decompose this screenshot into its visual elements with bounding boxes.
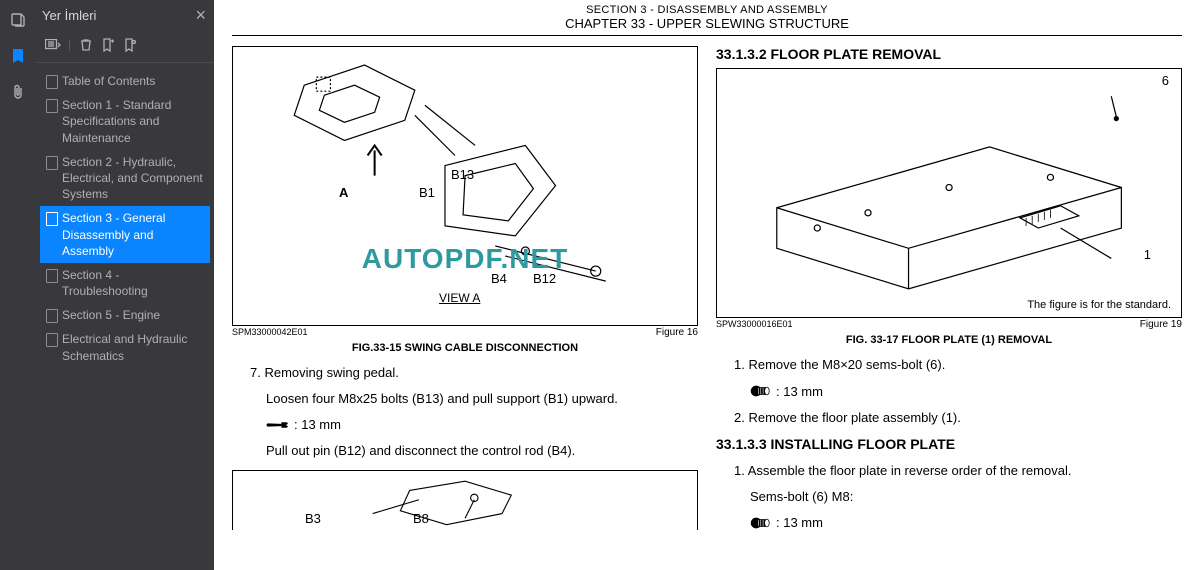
toc-item[interactable]: Table of Contents — [40, 69, 210, 93]
section-line: SECTION 3 - DISASSEMBLY AND ASSEMBLY — [214, 4, 1200, 16]
attachments-icon[interactable] — [8, 82, 28, 102]
close-icon[interactable]: × — [195, 6, 206, 24]
bookmarks-sidebar: Yer İmleri × | Table of Contents Section… — [36, 0, 214, 570]
heading-floor-removal: 33.1.3.2 FLOOR PLATE REMOVAL — [716, 46, 1182, 62]
toc-label: Section 3 - General Disassembly and Asse… — [62, 210, 204, 259]
right-column: 33.1.3.2 FLOOR PLATE REMOVAL — [716, 46, 1182, 566]
toc-label: Section 4 - Troubleshooting — [62, 267, 204, 299]
fig19-note: The figure is for the standard. — [1027, 299, 1171, 311]
figure-19-drawing — [731, 76, 1167, 309]
bookmarks-icon[interactable] — [8, 46, 28, 66]
step-7b: Pull out pin (B12) and disconnect the co… — [266, 442, 698, 460]
toc-item-selected[interactable]: Section 3 - General Disassembly and Asse… — [40, 206, 210, 263]
callout-6: 6 — [1162, 73, 1169, 88]
trash-icon[interactable] — [77, 36, 95, 54]
toc-item[interactable]: Electrical and Hydraulic Schematics — [40, 327, 210, 367]
find-bookmark-icon[interactable] — [121, 36, 139, 54]
toc-label: Table of Contents — [62, 73, 155, 89]
label-B13: B13 — [451, 167, 474, 182]
label-A: A — [339, 185, 348, 200]
fig19-num: Figure 19 — [1140, 319, 1182, 330]
figure-partial: B3 B8 — [232, 470, 698, 530]
figure-16-drawing — [247, 55, 683, 316]
tool-socket-13b: : 13 mm — [750, 515, 1182, 530]
sidebar-toolbar: | — [36, 32, 214, 63]
tool-size: : 13 mm — [776, 384, 823, 399]
r2-step1: 1. Assemble the floor plate in reverse o… — [734, 462, 1182, 480]
r2-step1a: Sems-bolt (6) M8: — [750, 488, 1182, 506]
toc-label: Section 5 - Engine — [62, 307, 160, 323]
label-B3: B3 — [305, 511, 321, 526]
watermark: AUTOPDF.NET — [362, 243, 569, 275]
toc-label: Electrical and Hydraulic Schematics — [62, 331, 204, 363]
toc-item[interactable]: Section 4 - Troubleshooting — [40, 263, 210, 303]
toc-label: Section 2 - Hydraulic, Electrical, and C… — [62, 154, 204, 203]
label-viewA: VIEW A — [439, 291, 480, 305]
toc-list: Table of Contents Section 1 - Standard S… — [36, 63, 214, 570]
callout-1: 1 — [1144, 247, 1151, 262]
label-B8: B8 — [413, 511, 429, 526]
fig16-title: FIG.33-15 SWING CABLE DISCONNECTION — [232, 342, 698, 354]
thumbnails-icon[interactable] — [8, 10, 28, 30]
chapter-line: CHAPTER 33 - UPPER SLEWING STRUCTURE — [214, 16, 1200, 31]
r-step1: 1. Remove the M8×20 sems-bolt (6). — [734, 356, 1182, 374]
header-rule — [232, 35, 1182, 36]
left-rail — [0, 0, 36, 570]
toc-item[interactable]: Section 1 - Standard Specifications and … — [40, 93, 210, 150]
outline-icon[interactable] — [44, 36, 62, 54]
tool-size: : 13 mm — [294, 417, 341, 432]
tool-size: : 13 mm — [776, 515, 823, 530]
wrench-icon — [266, 420, 288, 430]
sidebar-title: Yer İmleri — [42, 8, 96, 23]
toc-item[interactable]: Section 5 - Engine — [40, 303, 210, 327]
toc-item[interactable]: Section 2 - Hydraulic, Electrical, and C… — [40, 150, 210, 207]
fig19-title: FIG. 33-17 FLOOR PLATE (1) REMOVAL — [716, 334, 1182, 346]
document-view: SECTION 3 - DISASSEMBLY AND ASSEMBLY CHA… — [214, 0, 1200, 570]
label-B1: B1 — [419, 185, 435, 200]
tool-socket-13a: : 13 mm — [750, 384, 1182, 399]
add-bookmark-icon[interactable] — [99, 36, 117, 54]
step-7a: Loosen four M8x25 bolts (B13) and pull s… — [266, 390, 698, 408]
doc-columns: A B1 B13 B4 B12 VIEW A AUTOPDF.NET SPM33… — [214, 46, 1200, 566]
sidebar-header: Yer İmleri × — [36, 0, 214, 32]
step-7: 7. Removing swing pedal. — [250, 364, 698, 382]
tool-wrench-13: : 13 mm — [266, 417, 698, 432]
figure-19: 6 1 The figure is for the standard. — [716, 68, 1182, 318]
r-step2: 2. Remove the floor plate assembly (1). — [734, 409, 1182, 427]
fig16-caption-row: SPM33000042E01 Figure 16 — [232, 327, 698, 338]
left-column: A B1 B13 B4 B12 VIEW A AUTOPDF.NET SPM33… — [232, 46, 698, 566]
toolbar-separator: | — [68, 38, 71, 52]
figure-16: A B1 B13 B4 B12 VIEW A AUTOPDF.NET — [232, 46, 698, 326]
fig16-num: Figure 16 — [656, 327, 698, 338]
fig19-caption-row: SPW33000016E01 Figure 19 — [716, 319, 1182, 330]
socket-icon — [750, 384, 770, 398]
socket-icon — [750, 516, 770, 530]
heading-floor-install: 33.1.3.3 INSTALLING FLOOR PLATE — [716, 436, 1182, 452]
doc-header: SECTION 3 - DISASSEMBLY AND ASSEMBLY CHA… — [214, 0, 1200, 33]
fig19-ref: SPW33000016E01 — [716, 319, 793, 330]
fig16-ref: SPM33000042E01 — [232, 327, 308, 338]
toc-label: Section 1 - Standard Specifications and … — [62, 97, 204, 146]
